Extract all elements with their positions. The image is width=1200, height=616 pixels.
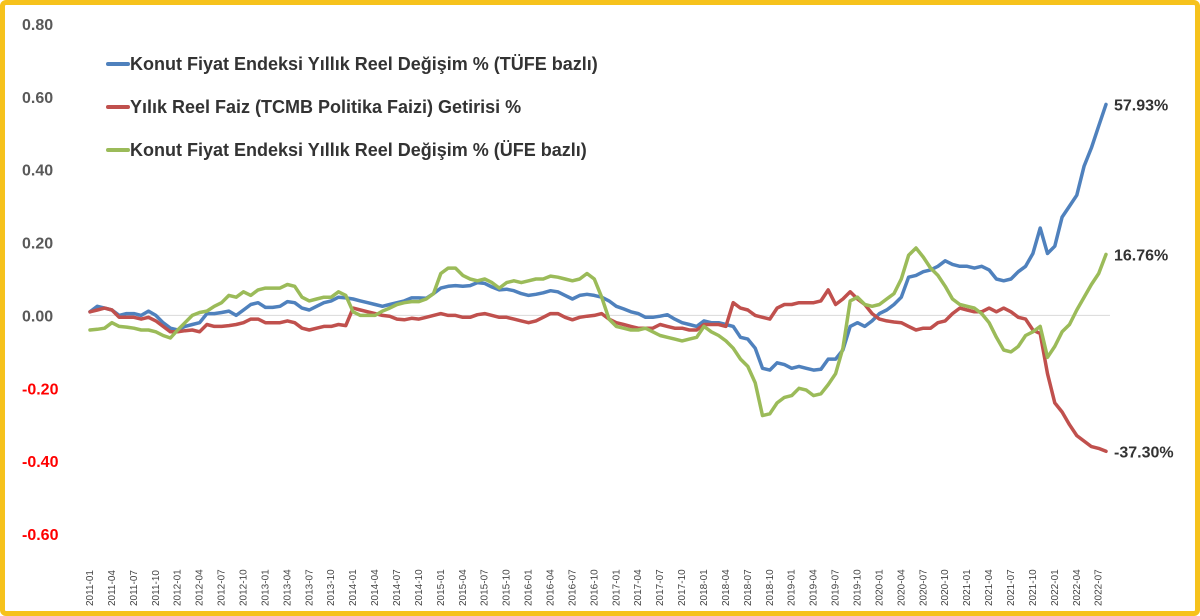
x-tick-label: 2019-01 — [787, 569, 798, 606]
x-tick-label: 2015-07 — [480, 569, 491, 606]
x-tick-label: 2022-01 — [1050, 569, 1061, 606]
x-tick-label: 2015-04 — [458, 569, 469, 606]
x-tick-label: 2015-01 — [436, 569, 447, 606]
y-axis-tick-labels: 0.80 0.60 0.40 0.20 0.00 -0.20 -0.40 -0.60 — [22, 17, 59, 544]
x-tick-label: 2015-10 — [502, 569, 513, 606]
legend-label: Yılık Reel Faiz (TCMB Politika Faizi) Ge… — [130, 97, 521, 117]
x-tick-label: 2014-07 — [392, 569, 403, 606]
x-tick-label: 2017-07 — [655, 569, 666, 606]
x-tick-label: 2017-04 — [633, 569, 644, 606]
legend-item-tufe: Konut Fiyat Endeksi Yıllık Reel Değişim … — [106, 54, 598, 74]
y-tick-label: -0.60 — [22, 527, 59, 544]
legend-item-faiz: Yılık Reel Faiz (TCMB Politika Faizi) Ge… — [106, 97, 521, 117]
x-tick-label: 2018-10 — [765, 569, 776, 606]
end-value-label: 16.76% — [1114, 247, 1168, 264]
x-tick-label: 2014-01 — [348, 569, 359, 606]
x-tick-label: 2011-07 — [129, 570, 140, 606]
y-tick-label: 0.00 — [22, 308, 53, 325]
x-tick-label: 2018-04 — [721, 569, 732, 606]
x-tick-label: 2011-04 — [107, 570, 118, 606]
x-tick-label: 2018-01 — [699, 569, 710, 606]
series-line-1 — [88, 288, 1108, 454]
x-tick-label: 2013-04 — [282, 569, 293, 606]
x-tick-label: 2012-07 — [217, 569, 228, 606]
y-tick-label: -0.20 — [22, 381, 59, 398]
legend-item-ufe: Konut Fiyat Endeksi Yıllık Reel Değişim … — [106, 140, 587, 160]
y-tick-label: -0.40 — [22, 454, 59, 471]
x-tick-label: 2012-10 — [238, 569, 249, 606]
y-tick-label: 0.20 — [22, 236, 53, 253]
x-tick-label: 2020-10 — [940, 569, 951, 606]
x-tick-label: 2019-10 — [852, 569, 863, 606]
x-tick-label: 2016-01 — [524, 569, 535, 606]
x-tick-label: 2022-04 — [1072, 569, 1083, 606]
x-axis-tick-labels: 2011-01 2011-04 2011-07 2011-10 2012-01 2012-… — [85, 569, 1105, 606]
legend-label: Konut Fiyat Endeksi Yıllık Reel Değişim … — [130, 140, 587, 160]
x-tick-label: 2021-10 — [1028, 569, 1039, 606]
x-tick-label: 2019-07 — [831, 569, 842, 606]
x-tick-label: 2012-01 — [173, 569, 184, 606]
y-tick-label: 0.60 — [22, 90, 53, 107]
x-tick-label: 2011-01 — [85, 570, 96, 606]
series-line-0 — [88, 102, 1108, 372]
series-lines — [88, 102, 1108, 454]
x-tick-label: 2020-01 — [874, 569, 885, 606]
x-tick-label: 2014-04 — [370, 569, 381, 606]
x-tick-label: 2017-01 — [611, 569, 622, 606]
x-tick-label: 2019-04 — [809, 569, 820, 606]
x-tick-label: 2017-10 — [677, 569, 688, 606]
series-end-labels: 57.93% -37.30% 16.76% — [1114, 97, 1174, 461]
x-tick-label: 2021-07 — [1006, 569, 1017, 606]
x-tick-label: 2016-07 — [567, 569, 578, 606]
x-tick-label: 2020-07 — [918, 569, 929, 606]
x-tick-label: 2013-07 — [304, 569, 315, 606]
end-value-label: -37.30% — [1114, 444, 1174, 461]
x-tick-label: 2013-10 — [326, 569, 337, 606]
y-tick-label: 0.80 — [22, 17, 53, 34]
x-tick-label: 2021-04 — [984, 569, 995, 606]
y-tick-label: 0.40 — [22, 163, 53, 180]
x-tick-label: 2020-04 — [896, 569, 907, 606]
x-tick-label: 2013-01 — [260, 569, 271, 606]
x-tick-label: 2022-07 — [1094, 569, 1105, 606]
end-value-label: 57.93% — [1114, 97, 1168, 114]
x-tick-label: 2021-01 — [962, 569, 973, 606]
x-tick-label: 2014-10 — [414, 569, 425, 606]
x-tick-label: 2018-07 — [743, 569, 754, 606]
series-line-2 — [88, 246, 1108, 418]
x-tick-label: 2011-10 — [151, 570, 162, 606]
x-tick-label: 2016-10 — [589, 569, 600, 606]
legend: Konut Fiyat Endeksi Yıllık Reel Değişim … — [106, 54, 598, 160]
legend-label: Konut Fiyat Endeksi Yıllık Reel Değişim … — [130, 54, 598, 74]
x-tick-label: 2012-04 — [195, 569, 206, 606]
x-tick-label: 2016-04 — [545, 569, 556, 606]
